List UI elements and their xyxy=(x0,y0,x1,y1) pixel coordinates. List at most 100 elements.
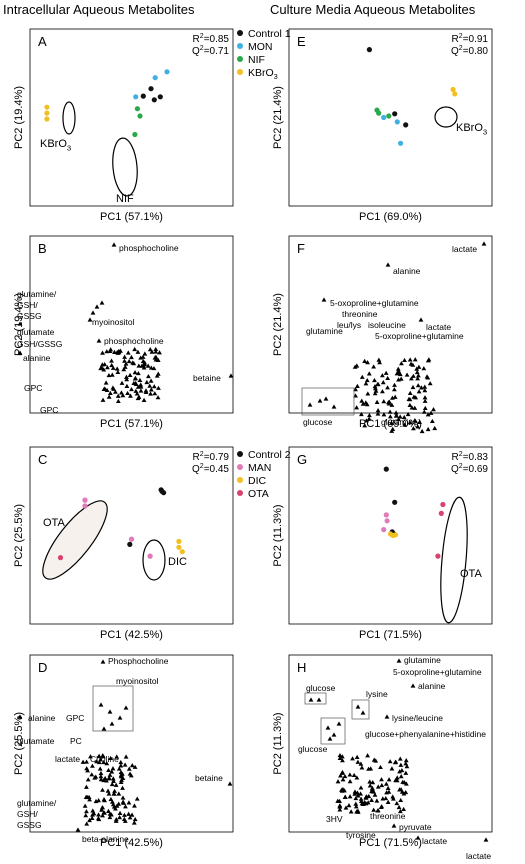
loading-point xyxy=(105,788,111,793)
legend-1-marker xyxy=(237,43,243,49)
plot-frame-g xyxy=(288,446,493,625)
score-point xyxy=(386,113,392,119)
loading-point xyxy=(143,389,149,394)
q2-value-a: Q2=0.71 xyxy=(192,45,229,57)
loading-point xyxy=(351,772,357,778)
loading-point xyxy=(101,797,107,802)
y-axis-label-c: PC2 (25.5%) xyxy=(13,504,25,567)
loading-point xyxy=(431,407,436,412)
score-point xyxy=(398,140,404,146)
loading-point xyxy=(422,405,428,411)
x-axis-label-e: PC1 (69.0%) xyxy=(359,211,422,223)
loading-point xyxy=(109,362,115,368)
loading-point xyxy=(100,753,106,758)
loading-point xyxy=(114,366,120,371)
loading-point xyxy=(350,756,355,761)
loading-point xyxy=(113,782,119,787)
loading-point xyxy=(377,360,383,365)
score-point xyxy=(157,94,163,100)
loading-point xyxy=(85,777,91,782)
metabolite-label: threonine xyxy=(370,811,406,821)
loading-point xyxy=(109,372,115,377)
metabolite-label: glutamine/ xyxy=(17,289,57,299)
loading-point xyxy=(133,388,139,393)
loading-point xyxy=(358,761,364,766)
loading-point xyxy=(138,382,144,387)
loading-point xyxy=(355,759,361,764)
metabolite-label: glucose+phenyalanine+histidine xyxy=(365,729,486,739)
loading-point xyxy=(409,405,415,410)
loading-point xyxy=(398,762,404,767)
loading-point xyxy=(374,798,380,803)
loading-point xyxy=(385,385,390,390)
loading-point xyxy=(136,363,142,368)
loading-point xyxy=(375,381,381,387)
loading-point xyxy=(347,794,353,799)
loading-point xyxy=(127,372,133,377)
loading-point xyxy=(100,659,106,664)
loading-point xyxy=(407,420,413,425)
loading-point xyxy=(381,399,387,404)
metabolite-label: alanine xyxy=(23,353,51,363)
metabolite-label: alanine xyxy=(393,266,421,276)
ota-ellipse-g xyxy=(440,496,468,624)
loading-point xyxy=(383,795,389,801)
loading-point xyxy=(411,426,416,431)
legend-1-marker xyxy=(237,69,243,75)
loading-point xyxy=(375,407,381,413)
loading-point xyxy=(317,398,323,403)
loading-point xyxy=(358,791,363,796)
score-point xyxy=(151,97,157,103)
loading-point xyxy=(96,815,101,821)
loading-point xyxy=(83,813,89,818)
loading-point xyxy=(144,379,150,385)
loading-point xyxy=(101,726,107,731)
loading-point xyxy=(398,376,404,381)
loading-point xyxy=(369,797,375,803)
loading-point xyxy=(338,773,343,778)
loading-point xyxy=(87,817,92,823)
score-point xyxy=(128,536,135,542)
loading-point xyxy=(101,777,107,783)
loading-point xyxy=(347,779,353,784)
metabolite-label: alanine xyxy=(418,681,446,691)
loading-point xyxy=(90,310,96,315)
loading-point xyxy=(125,390,131,396)
metabolite-label: beta-alanine xyxy=(82,834,129,844)
loading-point xyxy=(155,371,161,376)
loading-point xyxy=(410,683,416,688)
legend-1-marker xyxy=(237,56,243,62)
loading-point xyxy=(138,388,144,393)
loading-point xyxy=(331,404,337,409)
loading-point xyxy=(354,775,360,780)
score-point xyxy=(82,497,88,503)
loading-point xyxy=(337,755,343,761)
loading-point xyxy=(375,808,381,813)
score-point xyxy=(383,512,389,518)
loading-point xyxy=(98,757,103,762)
metabolite-label: glutamine xyxy=(306,326,343,336)
loading-point xyxy=(373,388,379,393)
loading-point xyxy=(97,766,103,771)
loading-point xyxy=(359,765,365,770)
y-axis-label-f: PC2 (21.4%) xyxy=(272,293,284,356)
loading-point xyxy=(149,349,155,354)
loading-point xyxy=(370,780,376,785)
metabolite-label: lysine/leucine xyxy=(392,713,443,723)
loading-point xyxy=(98,777,104,782)
loading-point xyxy=(316,697,322,702)
loading-point xyxy=(379,804,385,809)
loading-point xyxy=(339,754,345,759)
loading-point xyxy=(355,809,361,814)
loading-point xyxy=(353,804,359,809)
loading-point xyxy=(386,777,392,782)
score-point xyxy=(82,503,88,509)
loading-point xyxy=(118,759,124,765)
loading-point xyxy=(96,753,102,758)
loading-point xyxy=(119,771,125,776)
loading-point xyxy=(129,354,134,360)
dic-ellipse-c xyxy=(142,539,166,581)
loading-point xyxy=(116,801,122,806)
loading-point xyxy=(432,425,438,431)
loading-point xyxy=(337,807,343,812)
